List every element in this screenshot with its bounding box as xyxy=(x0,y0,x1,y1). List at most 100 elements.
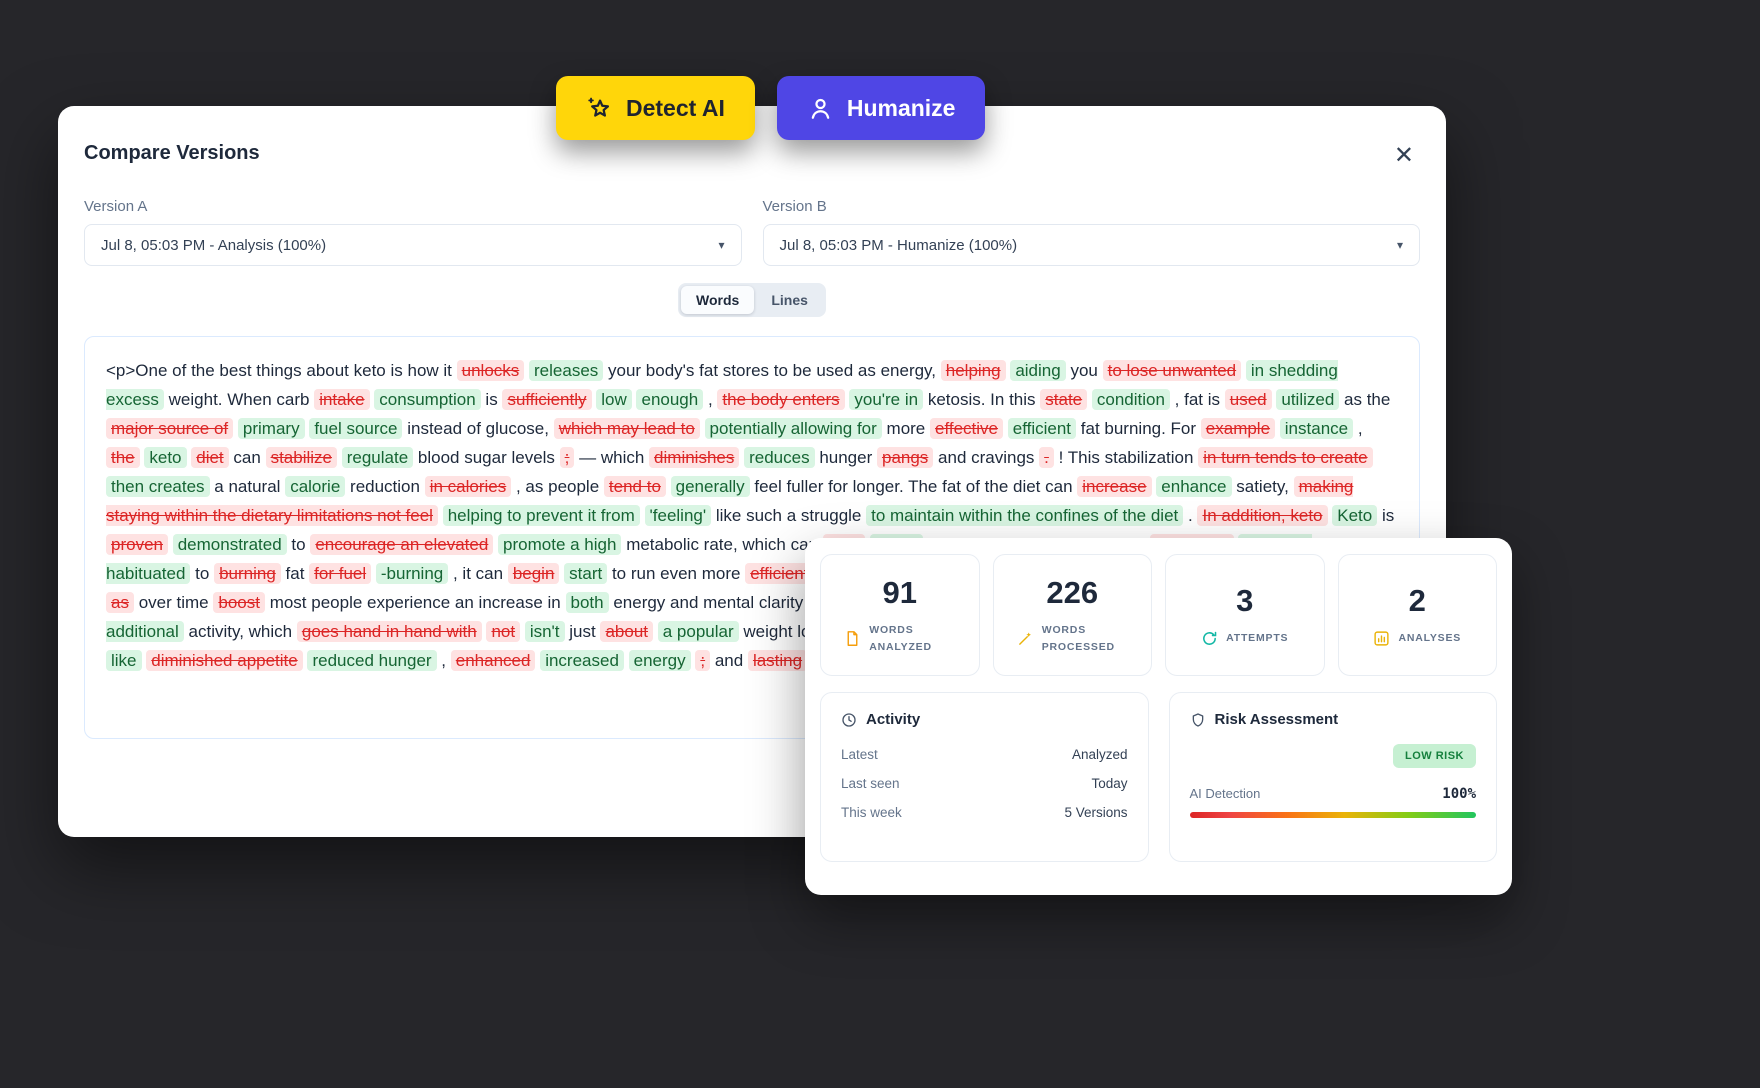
diff-text: your body's fat stores to be used as ene… xyxy=(608,361,937,380)
version-a-select[interactable]: Jul 8, 05:03 PM - Analysis (100%) ▾ xyxy=(84,224,742,266)
diff-removed-word: increase xyxy=(1077,476,1152,497)
diff-added-word: isn't xyxy=(524,621,565,642)
diff-added-word: utilized xyxy=(1276,389,1340,410)
diff-text: , it can xyxy=(452,564,504,583)
close-button[interactable]: ✕ xyxy=(1388,142,1420,170)
chevron-down-icon: ▾ xyxy=(718,238,725,252)
activity-panel: Activity Latest Analyzed Last seen Today… xyxy=(820,692,1149,862)
diff-added-word: low xyxy=(596,389,632,410)
diff-text: instead of glucose, xyxy=(407,419,549,438)
diff-removed-word: state xyxy=(1040,389,1088,410)
document-icon xyxy=(844,630,861,647)
activity-row-value: 5 Versions xyxy=(1064,805,1128,820)
humanize-button[interactable]: Humanize xyxy=(776,76,986,140)
activity-row: Latest Analyzed xyxy=(841,747,1128,762)
diff-added-word: primary xyxy=(237,418,305,439)
activity-row: This week 5 Versions xyxy=(841,805,1128,820)
diff-text: just xyxy=(569,622,596,641)
humanize-label: Humanize xyxy=(846,94,956,121)
diff-text: like such a struggle xyxy=(715,506,862,525)
diff-removed-word: helping xyxy=(940,360,1006,381)
diff-added-word: demonstrated xyxy=(172,534,287,555)
close-icon: ✕ xyxy=(1393,142,1414,169)
activity-row: Last seen Today xyxy=(841,776,1128,791)
diff-added-word: energy xyxy=(628,650,691,671)
diff-removed-word: in turn tends to create xyxy=(1198,447,1373,468)
bar-chart-icon xyxy=(1373,630,1390,647)
tab-lines[interactable]: Lines xyxy=(756,286,823,314)
diff-added-word: potentially allowing for xyxy=(704,418,882,439)
low-risk-badge: LOW RISK xyxy=(1393,744,1476,768)
diff-removed-word: diminishes xyxy=(649,447,740,468)
activity-row-value: Today xyxy=(1091,776,1128,791)
diff-added-word: instance xyxy=(1279,418,1354,439)
risk-gradient-bar xyxy=(1189,812,1476,818)
diff-removed-word: effective xyxy=(930,418,1004,439)
stat-value: 91 xyxy=(882,575,917,611)
diff-removed-word: diet xyxy=(191,447,229,468)
wand-icon xyxy=(1017,630,1034,647)
diff-added-word: efficient xyxy=(1007,418,1077,439)
diff-removed-word: used xyxy=(1224,389,1272,410)
diff-removed-word: the body enters xyxy=(717,389,845,410)
diff-added-word: fuel source xyxy=(309,418,403,439)
diff-removed-word: major source of xyxy=(106,418,234,439)
activity-row-label: This week xyxy=(841,805,902,820)
activity-row-value: Analyzed xyxy=(1071,747,1128,762)
diff-text: to xyxy=(195,564,210,583)
diff-removed-word: lasting xyxy=(747,650,808,671)
diff-added-word: consumption xyxy=(374,389,481,410)
stat-label: WORDS PROCESSED xyxy=(1041,624,1115,653)
diff-removed-word: enhanced xyxy=(450,650,536,671)
diff-text: and cravings xyxy=(938,448,1035,467)
diff-text: , as people xyxy=(515,477,600,496)
diff-removed-word: not xyxy=(486,621,521,642)
ai-detection-label: AI Detection xyxy=(1189,786,1261,801)
diff-added-word: condition xyxy=(1091,389,1170,410)
diff-text: blood sugar levels xyxy=(417,448,555,467)
diff-added-word: keto xyxy=(144,447,187,468)
activity-row-label: Last seen xyxy=(841,776,900,791)
tab-words[interactable]: Words xyxy=(681,286,755,314)
diff-removed-word: begin xyxy=(507,563,560,584)
chevron-down-icon: ▾ xyxy=(1396,238,1403,252)
version-b-label: Version B xyxy=(762,198,827,215)
diff-removed-word: ; xyxy=(695,650,711,671)
person-icon xyxy=(807,95,834,122)
stat-tile-words-processed: 226 WORDS PROCESSED xyxy=(992,554,1152,676)
diff-text: ketosis. In this xyxy=(927,390,1036,409)
diff-text: and xyxy=(714,651,744,670)
ai-detection-value: 100% xyxy=(1442,786,1476,802)
diff-removed-word: in calories xyxy=(424,476,512,497)
diff-removed-word: diminished appetite xyxy=(146,650,303,671)
diff-removed-word: about xyxy=(600,621,654,642)
diff-text: weight. When carb xyxy=(168,390,310,409)
diff-text: hunger xyxy=(819,448,873,467)
diff-removed-word: intake xyxy=(314,389,370,410)
diff-removed-word: as xyxy=(106,592,134,613)
diff-text: satiety, xyxy=(1236,477,1289,496)
diff-added-word: start xyxy=(564,563,608,584)
diff-removed-word: ; xyxy=(559,447,575,468)
diff-text: is xyxy=(1381,506,1395,525)
version-b-select[interactable]: Jul 8, 05:03 PM - Humanize (100%) ▾ xyxy=(762,224,1420,266)
diff-removed-word: for fuel xyxy=(309,563,372,584)
diff-text: fat burning. For xyxy=(1080,419,1197,438)
diff-text: to xyxy=(291,535,306,554)
diff-removed-word: In addition, keto xyxy=(1197,505,1328,526)
diff-text: feel fuller for longer. The fat of the d… xyxy=(754,477,1073,496)
refresh-icon xyxy=(1201,630,1218,647)
diff-text: reduction xyxy=(350,477,420,496)
detect-ai-button[interactable]: Detect AI xyxy=(556,76,755,140)
diff-text: , xyxy=(707,390,713,409)
diff-removed-word: sufficiently xyxy=(502,389,592,410)
diff-removed-word: goes hand in hand with xyxy=(296,621,482,642)
stat-label: ATTEMPTS xyxy=(1226,632,1289,645)
stat-value: 2 xyxy=(1408,583,1426,618)
diff-text: , fat is xyxy=(1174,390,1221,409)
diff-removed-word: proven xyxy=(106,534,168,555)
diff-removed-word: example xyxy=(1200,418,1276,439)
diff-text: energy and mental clarity xyxy=(613,593,804,612)
diff-removed-word: pangs xyxy=(876,447,934,468)
clock-icon xyxy=(841,712,857,728)
